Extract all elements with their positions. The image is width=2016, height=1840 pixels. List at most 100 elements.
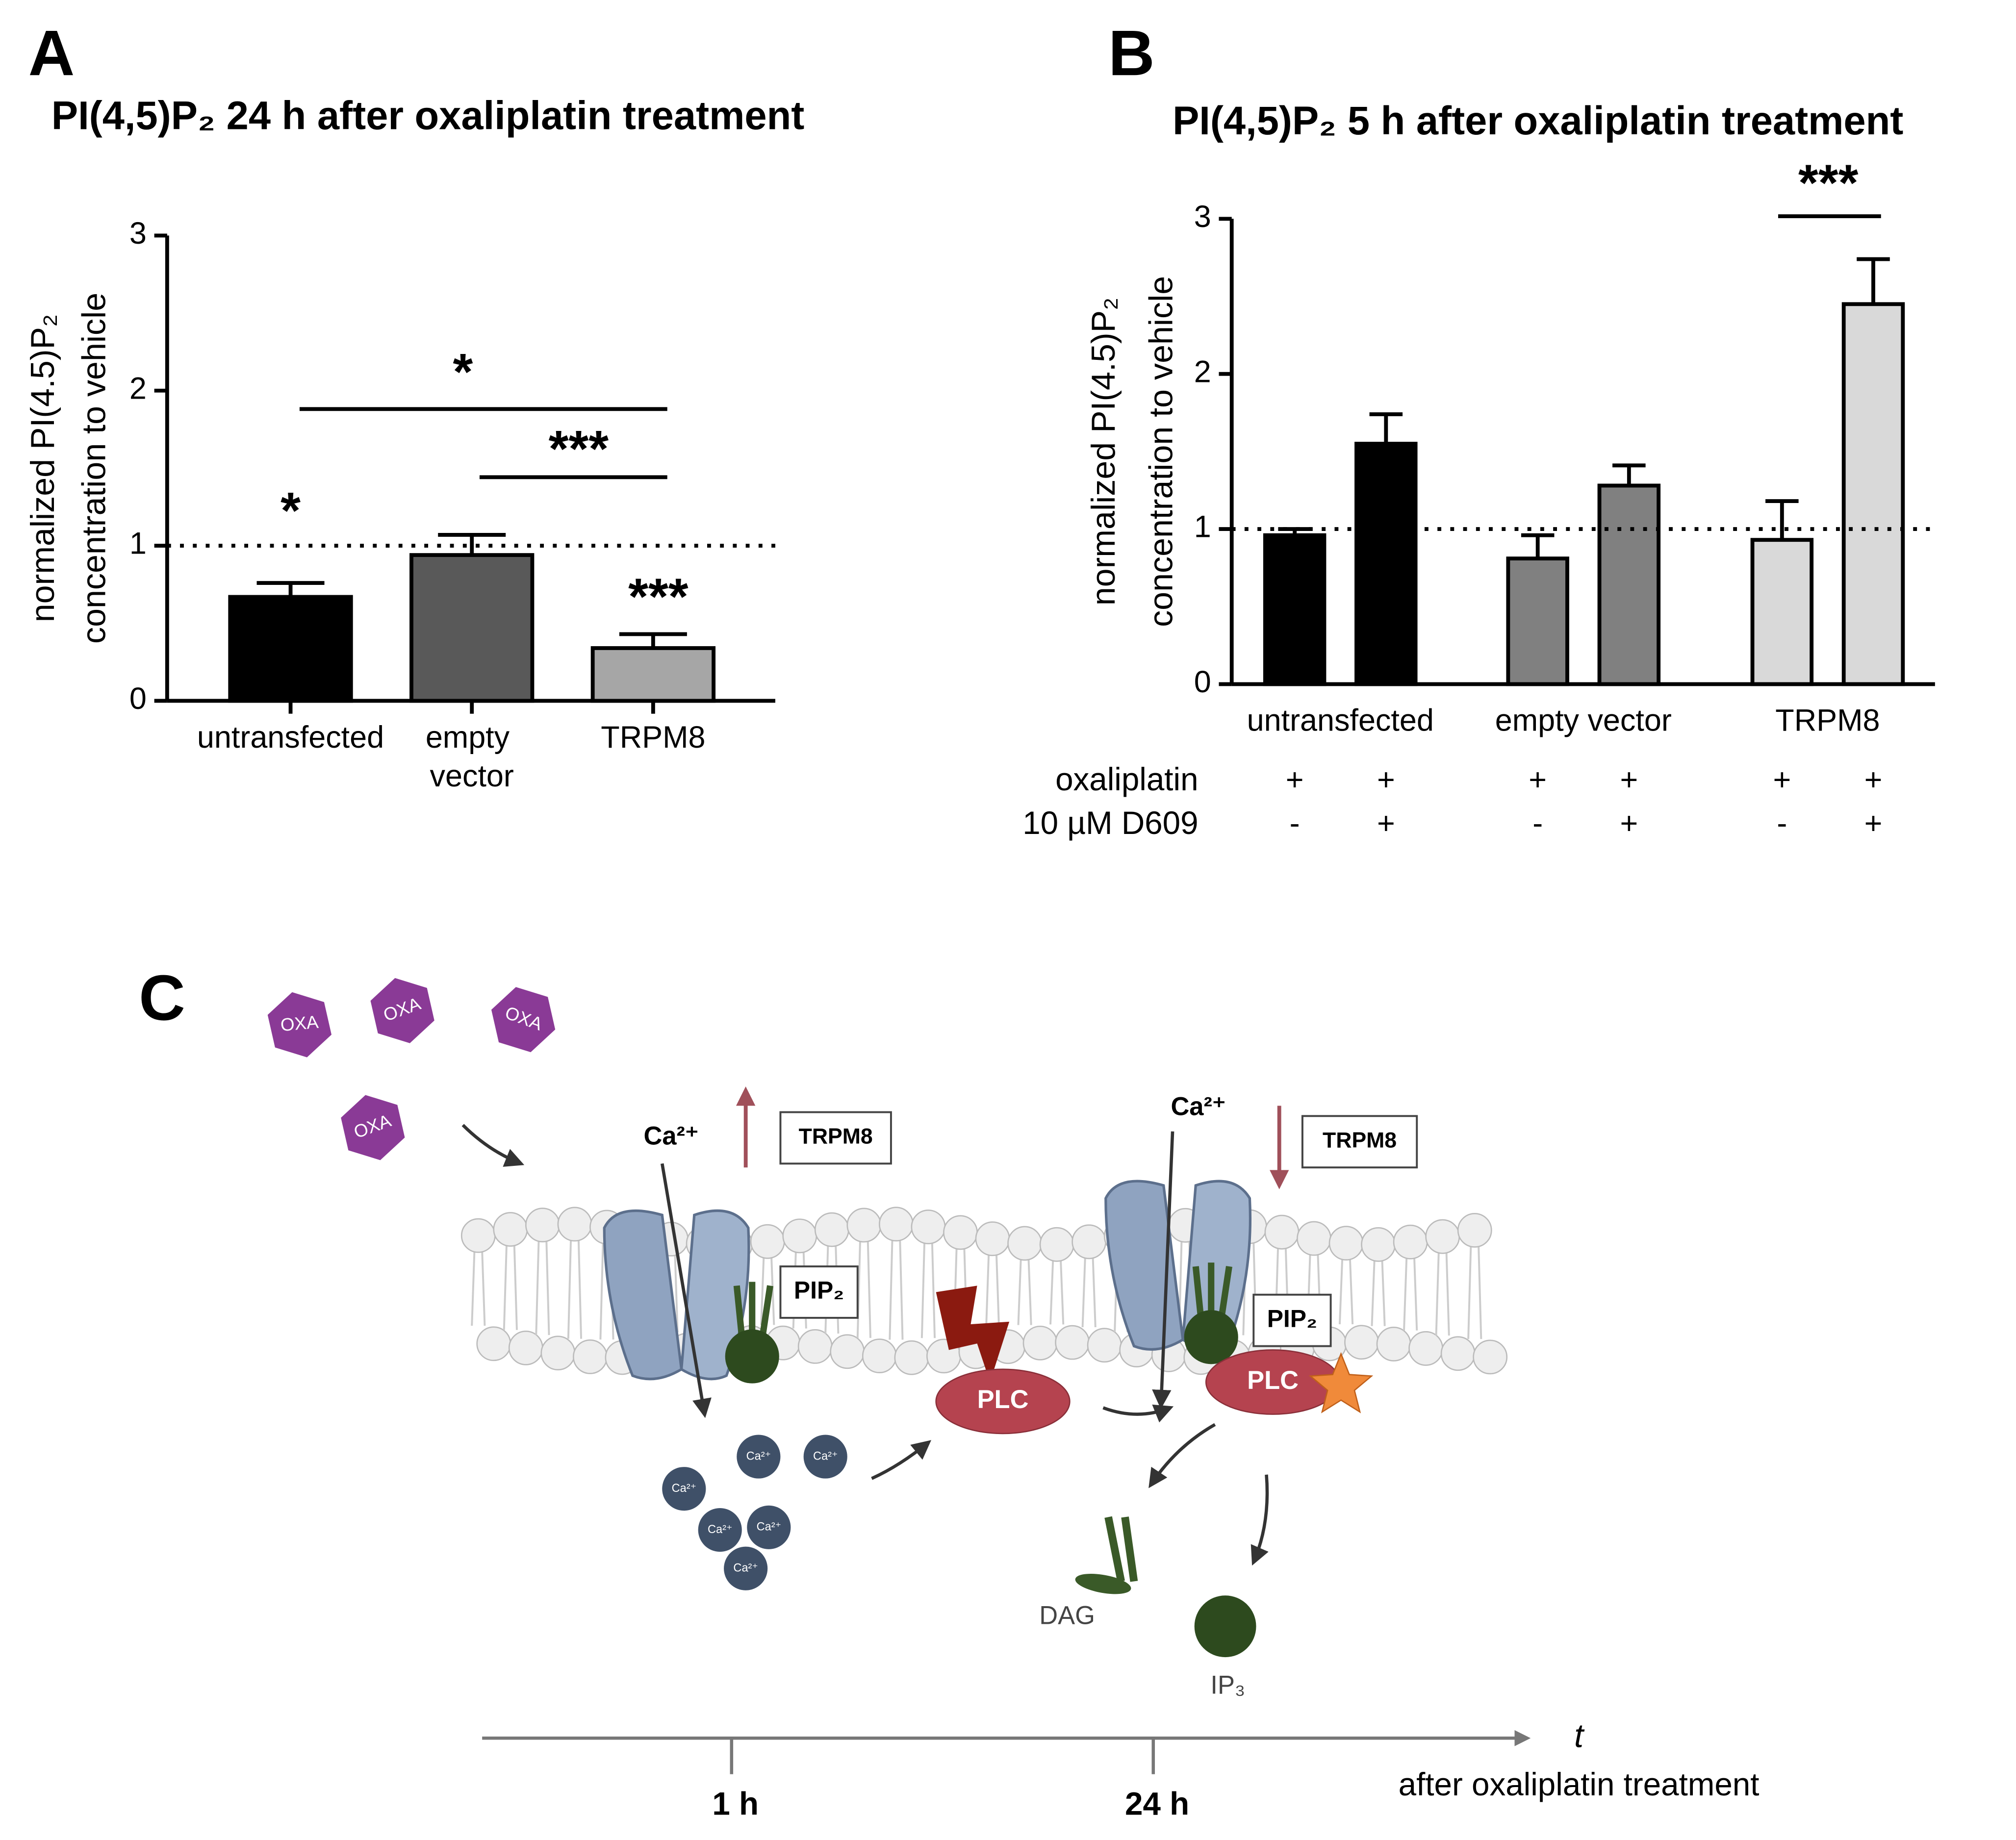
lipid-tail (471, 1251, 486, 1326)
treatment-sign: + (1864, 762, 1883, 797)
oxa-molecule (341, 1095, 405, 1160)
error-bar (1521, 533, 1555, 559)
x-tick-label: TRPM8 (601, 720, 705, 755)
plc-label: PLC (977, 1386, 1029, 1414)
y-axis-label: normalized PI(4.5)P₂ (1085, 297, 1122, 605)
y-axis-label: concentration to vehicle (1143, 276, 1180, 627)
calcium-ion (724, 1546, 768, 1590)
lipid-tail (1467, 1245, 1482, 1339)
lipid-head (1393, 1224, 1428, 1260)
lipid-head (1007, 1226, 1042, 1261)
lipid-head (1344, 1325, 1379, 1360)
lipid-tail (1403, 1257, 1418, 1331)
bar (1354, 442, 1418, 686)
trpm8-label: TRPM8 (799, 1125, 873, 1149)
error-bar (1612, 463, 1646, 486)
lipid-head (1376, 1327, 1411, 1361)
calcium-ion (698, 1508, 742, 1552)
y-tick-label: 3 (129, 216, 147, 251)
trpm8-box (1301, 1115, 1418, 1169)
lipid-head (540, 1336, 576, 1371)
lipid-head (846, 1208, 882, 1243)
time-label: 1 h (712, 1786, 759, 1822)
row-label: 10 µM D609 (1022, 805, 1198, 841)
treatment-sign: + (1377, 806, 1395, 840)
y-tick-label: 1 (129, 527, 147, 561)
arrow (661, 1163, 712, 1418)
calcium-ion-label: Ca²⁺ (757, 1520, 781, 1533)
treatment-sign: + (1529, 762, 1547, 797)
lipid-head (573, 1339, 608, 1374)
error-bar (1369, 412, 1403, 444)
lipid-tail (1081, 1257, 1097, 1328)
lipid-head (1425, 1219, 1460, 1254)
bar (228, 595, 353, 703)
lipid-head (830, 1334, 865, 1369)
y-tick-label: 1 (1194, 510, 1211, 544)
y-tick-label: 0 (1194, 665, 1211, 699)
bar (1506, 556, 1569, 686)
row-label: oxaliplatin (1055, 761, 1198, 797)
error-bar (438, 533, 506, 555)
chart-title: PI(4,5)P₂ 24 h after oxaliplatin treatme… (51, 93, 804, 138)
lipid-head (1328, 1226, 1364, 1261)
y-tick-label: 3 (1194, 200, 1211, 234)
lipid-head (1072, 1224, 1107, 1260)
bar (1841, 302, 1905, 686)
pip2-tails (1192, 1262, 1232, 1318)
lipid-head (476, 1326, 511, 1361)
calcium-label: Ca²⁺ (644, 1122, 699, 1151)
bar (1750, 538, 1814, 686)
significance-label: *** (549, 420, 609, 478)
lipid-tail (760, 1257, 775, 1325)
treatment-sign: + (1286, 762, 1304, 797)
oxa-molecule (491, 987, 556, 1053)
treatment-sign: - (1777, 806, 1787, 840)
oxa-molecule (370, 978, 434, 1043)
group-label: empty vector (1495, 704, 1672, 738)
lipid-head (911, 1210, 946, 1244)
dag-label: DAG (1039, 1602, 1095, 1630)
error-bar (619, 632, 687, 648)
treatment-sign: + (1773, 762, 1791, 797)
y-axis-label: concentration to vehicle (76, 293, 113, 644)
lipid-head (1473, 1339, 1508, 1375)
dag-tails (1104, 1516, 1138, 1582)
lipid-tail (535, 1240, 550, 1336)
star-annotation: *** (628, 568, 689, 626)
lightning (936, 1285, 1010, 1383)
calcium-ion-label: Ca²⁺ (746, 1449, 771, 1462)
treatment-sign: + (1620, 806, 1638, 840)
lipid-head (493, 1212, 528, 1247)
oxa-label: OXA (280, 1012, 319, 1035)
lipid-head (943, 1215, 978, 1250)
dag-head (1075, 1574, 1131, 1594)
y-tick-label: 2 (1194, 354, 1211, 389)
time-axis-label: after oxaliplatin treatment (1399, 1766, 1760, 1802)
pip2-label: PIP₂ (794, 1277, 844, 1304)
calcium-ion-label: Ca²⁺ (708, 1523, 732, 1536)
lipid-tail (1049, 1260, 1065, 1325)
lipid-head (1022, 1325, 1058, 1361)
calcium-ion (737, 1435, 781, 1479)
error-bar (1857, 257, 1890, 304)
calcium-ion (803, 1435, 847, 1479)
lipid-head (1361, 1227, 1396, 1262)
lipid-head (525, 1208, 560, 1243)
lipid-head (879, 1207, 914, 1242)
lipid-head (1264, 1214, 1300, 1250)
lipid-tail (503, 1244, 518, 1330)
trpm8-label: TRPM8 (1323, 1129, 1397, 1153)
treatment-sign: - (1532, 806, 1543, 840)
pip2-head (725, 1329, 779, 1384)
lipid-head (797, 1329, 833, 1364)
lipid-head (1087, 1328, 1122, 1363)
y-tick-label: 0 (129, 681, 147, 716)
pip2-box (1252, 1293, 1332, 1347)
star-annotation: * (281, 482, 301, 539)
lipid-tail (1338, 1259, 1354, 1325)
arrow (1148, 1423, 1216, 1488)
lipid-head (1055, 1325, 1090, 1360)
time-symbol: t (1574, 1717, 1585, 1754)
